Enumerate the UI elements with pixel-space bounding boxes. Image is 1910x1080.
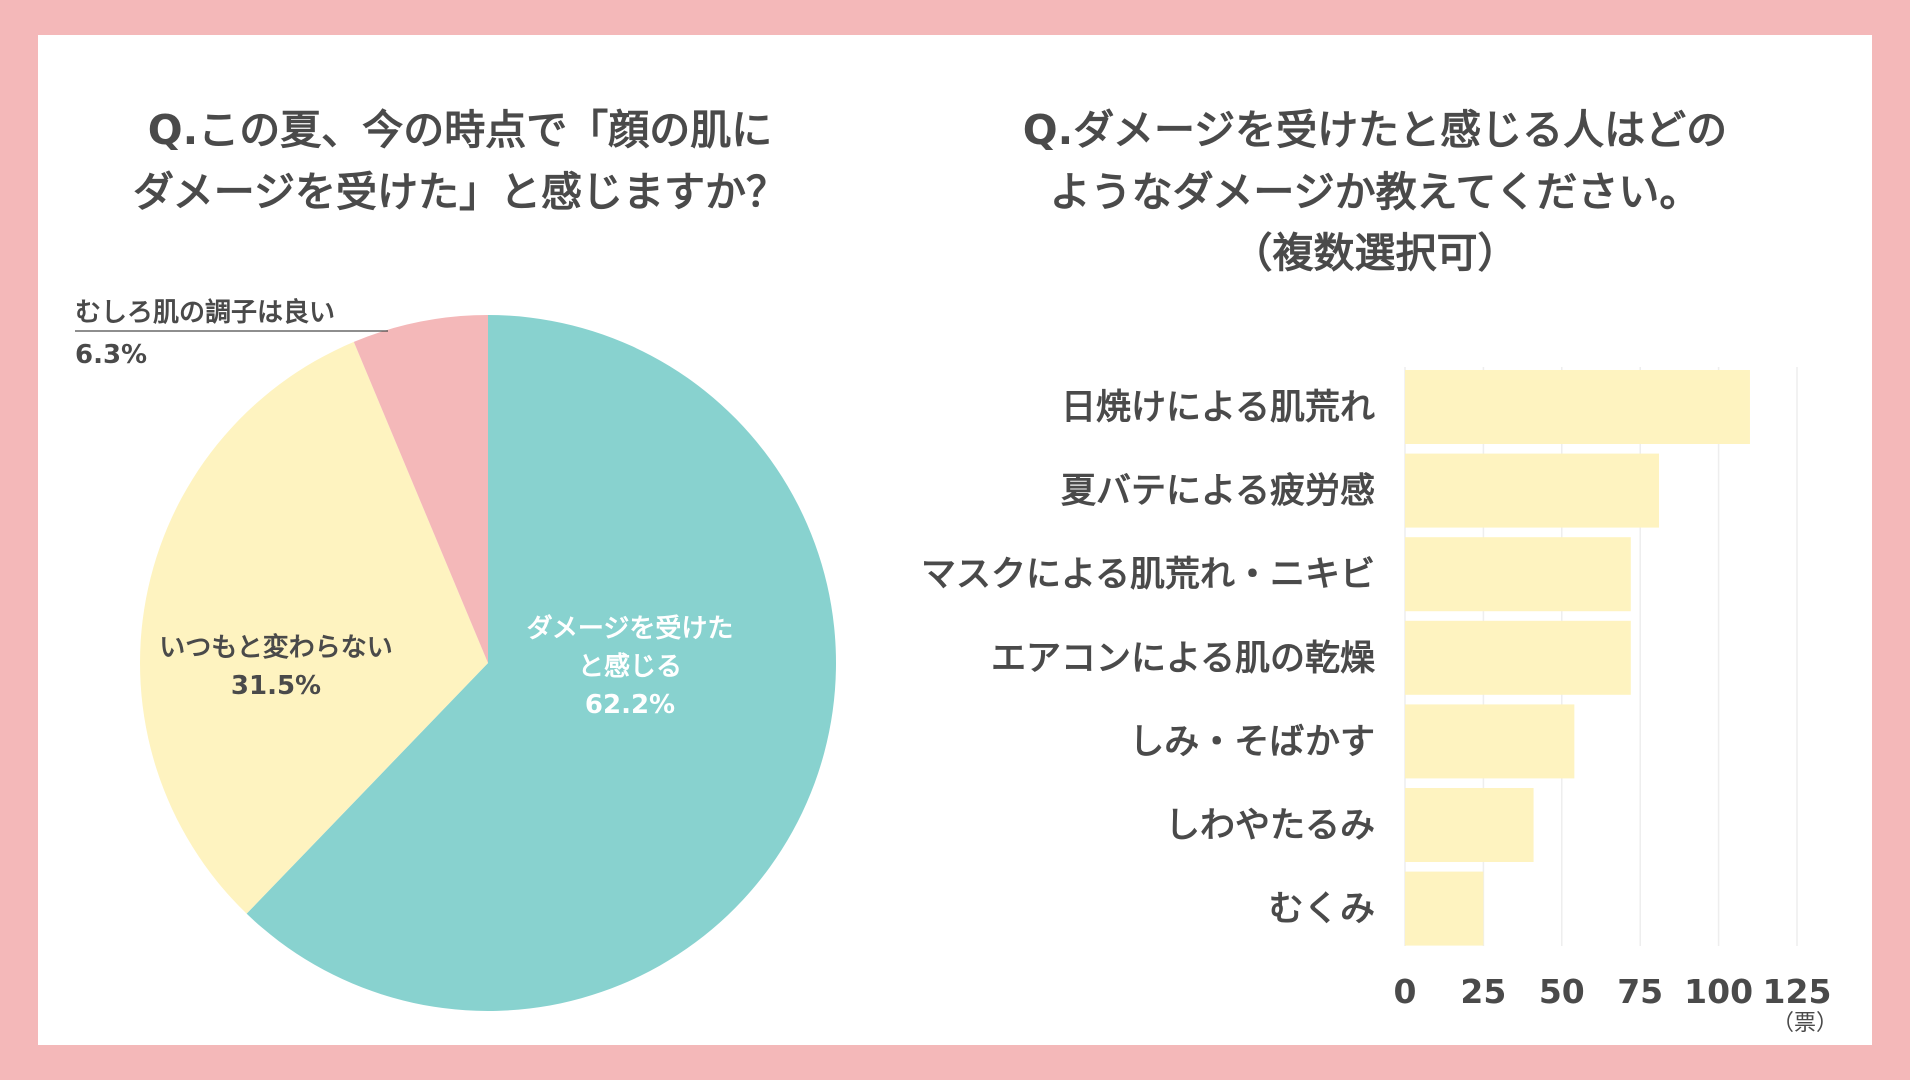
pie-category-label-1: いつもと変わらない <box>159 632 392 663</box>
category-label-4: しみ・そばかす <box>1129 722 1375 762</box>
x-tick-label-2: 50 <box>1539 972 1585 1011</box>
category-label-3: エアコンによる肌の乾燥 <box>991 639 1376 679</box>
pie-chart-title: Q.この夏、今の時点で「顔の肌に ダメージを受けた」と感じますか？ <box>70 100 850 223</box>
x-tick-label-5: 125 <box>1763 972 1832 1011</box>
category-label-2: マスクによる肌荒れ・ニキビ <box>921 555 1375 595</box>
pie-slice-1 <box>140 341 488 914</box>
pie-category-label-2: むしろ肌の調子は良い <box>75 297 335 328</box>
bar-2 <box>1405 537 1631 612</box>
x-tick-label-4: 100 <box>1684 972 1753 1011</box>
bar-5 <box>1405 788 1534 862</box>
pie-value-label-0: 62.2% <box>585 690 675 720</box>
pie-value-label-1: 31.5% <box>231 671 321 701</box>
bar-title-line-2: ようなダメージか教えてください。 <box>1049 167 1701 216</box>
bar-4 <box>1405 704 1575 779</box>
pie-title-line-1: Q.この夏、今の時点で「顔の肌に <box>147 106 773 154</box>
category-label-5: しわやたるみ <box>1165 806 1375 846</box>
pie-slice-2 <box>353 315 488 663</box>
bar-title-line-3: （複数選択可） <box>1231 229 1519 277</box>
pie-category-label-0: ダメージを受けた <box>527 613 734 644</box>
category-label-6: むくみ <box>1269 890 1375 930</box>
category-label-1: 夏バテによる疲労感 <box>1061 472 1375 512</box>
category-label-0: 日焼けによる肌荒れ <box>1061 388 1375 428</box>
pie-title-line-2: ダメージを受けた」と感じますか？ <box>133 167 787 216</box>
bar-title-line-1: Q.ダメージを受けたと感じる人はどの <box>1022 106 1728 154</box>
bar-chart-title: Q.ダメージを受けたと感じる人はどの ようなダメージか教えてください。 （複数選… <box>950 100 1800 285</box>
x-tick-label-1: 25 <box>1460 972 1506 1011</box>
bar-6 <box>1405 871 1484 946</box>
bar-chart: 日焼けによる肌荒れ夏バテによる疲労感マスクによる肌荒れ・ニキビエアコンによる肌の… <box>921 367 1838 1036</box>
pie-slice-0 <box>246 315 836 1011</box>
bar-1 <box>1405 453 1660 528</box>
pie-value-label-2: 6.3% <box>75 340 147 370</box>
bar-0 <box>1405 370 1750 444</box>
bar-3 <box>1405 620 1631 695</box>
x-axis-unit-label: （票） <box>1772 1011 1838 1036</box>
pie-category-label-0: と感じる <box>578 652 682 682</box>
x-tick-label-3: 75 <box>1617 972 1663 1011</box>
x-tick-label-0: 0 <box>1394 972 1417 1011</box>
pie-chart: ダメージを受けたと感じる 62.2% いつもと変わらない 31.5% むしろ肌の調子は良… <box>75 297 836 1011</box>
